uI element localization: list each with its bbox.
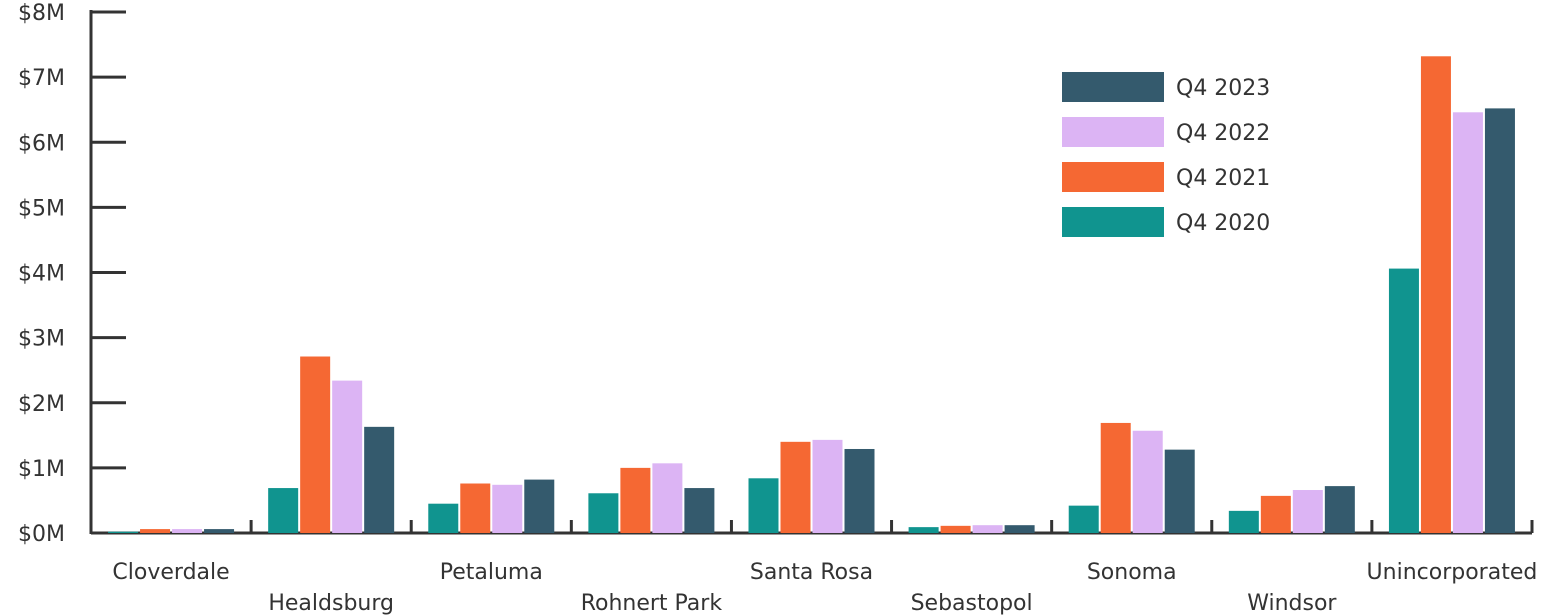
legend: Q4 2023 Q4 2022 Q4 2021 Q4 2020 — [1062, 72, 1270, 237]
y-tick-label-8m: $8M — [18, 1, 65, 26]
legend-swatch-q4-2022 — [1062, 117, 1164, 147]
bar-sebastopol-q4-2022 — [972, 525, 1003, 533]
legend-label-q4-2022: Q4 2022 — [1176, 121, 1270, 146]
bar-unincorporated-q4-2020 — [1388, 268, 1419, 533]
bar-windsor-q4-2021 — [1260, 495, 1291, 533]
bar-cloverdale-q4-2021 — [140, 529, 171, 533]
x-tick-label-petaluma: Petaluma — [440, 560, 543, 585]
bar-petaluma-q4-2022 — [492, 484, 523, 533]
bar-sonoma-q4-2021 — [1100, 422, 1131, 533]
bar-sebastopol-q4-2020 — [908, 527, 939, 533]
bar-windsor-q4-2023 — [1324, 486, 1355, 533]
bar-healdsburg-q4-2022 — [332, 380, 363, 533]
y-axis: $0M $1M $2M $3M $4M $5M $6M $7M $8M — [18, 1, 126, 547]
bars — [108, 56, 1515, 533]
y-tick-label-3m: $3M — [18, 327, 65, 352]
y-tick-label-2m: $2M — [18, 392, 65, 417]
y-tick-label-5m: $5M — [18, 196, 65, 221]
bar-sonoma-q4-2023 — [1164, 449, 1195, 533]
bar-unincorporated-q4-2022 — [1452, 112, 1483, 533]
bar-rohnert-park-q4-2022 — [652, 463, 683, 533]
bar-cloverdale-q4-2022 — [172, 529, 203, 533]
x-tick-label-rohnert-park: Rohnert Park — [581, 591, 723, 616]
bar-rohnert-park-q4-2023 — [684, 488, 715, 533]
x-tick-label-unincorporated: Unincorporated — [1367, 560, 1538, 585]
bar-santa-rosa-q4-2020 — [748, 478, 779, 533]
legend-label-q4-2023: Q4 2023 — [1176, 76, 1270, 101]
bar-healdsburg-q4-2023 — [364, 426, 395, 533]
y-tick-label-4m: $4M — [18, 262, 65, 287]
y-tick-label-7m: $7M — [18, 66, 65, 91]
bar-sebastopol-q4-2023 — [1004, 525, 1035, 533]
bar-santa-rosa-q4-2022 — [812, 439, 843, 533]
bar-windsor-q4-2020 — [1228, 510, 1259, 533]
legend-swatch-q4-2021 — [1062, 162, 1164, 192]
x-tick-label-santa-rosa: Santa Rosa — [750, 560, 873, 585]
x-tick-label-healdsburg: Healdsburg — [268, 591, 394, 616]
bar-unincorporated-q4-2023 — [1484, 108, 1515, 533]
bar-petaluma-q4-2023 — [524, 479, 555, 533]
legend-swatch-q4-2020 — [1062, 207, 1164, 237]
bar-windsor-q4-2022 — [1292, 490, 1323, 533]
bar-rohnert-park-q4-2020 — [588, 493, 619, 533]
x-tick-label-sonoma: Sonoma — [1087, 560, 1177, 585]
y-tick-label-1m: $1M — [18, 457, 65, 482]
bar-healdsburg-q4-2021 — [300, 356, 331, 533]
legend-swatch-q4-2023 — [1062, 72, 1164, 102]
y-tick-label-0m: $0M — [18, 522, 65, 547]
bar-cloverdale-q4-2020 — [108, 531, 139, 533]
bar-petaluma-q4-2021 — [460, 483, 491, 533]
bar-cloverdale-q4-2023 — [204, 529, 235, 533]
bar-sebastopol-q4-2021 — [940, 525, 971, 533]
x-axis: Cloverdale Healdsburg Petaluma Rohnert Park… — [91, 520, 1537, 616]
x-tick-label-sebastopol: Sebastopol — [911, 591, 1033, 616]
legend-label-q4-2020: Q4 2020 — [1176, 211, 1270, 236]
bar-unincorporated-q4-2021 — [1420, 56, 1451, 533]
bar-santa-rosa-q4-2021 — [780, 441, 811, 533]
legend-label-q4-2021: Q4 2021 — [1176, 166, 1270, 191]
bar-petaluma-q4-2020 — [428, 503, 459, 533]
y-tick-label-6m: $6M — [18, 131, 65, 156]
x-tick-label-windsor: Windsor — [1247, 591, 1337, 616]
bar-sonoma-q4-2022 — [1132, 430, 1163, 533]
bar-rohnert-park-q4-2021 — [620, 467, 651, 533]
bar-santa-rosa-q4-2023 — [844, 448, 875, 533]
bar-sonoma-q4-2020 — [1068, 505, 1099, 533]
x-tick-label-cloverdale: Cloverdale — [112, 560, 229, 585]
bar-healdsburg-q4-2020 — [268, 488, 299, 533]
